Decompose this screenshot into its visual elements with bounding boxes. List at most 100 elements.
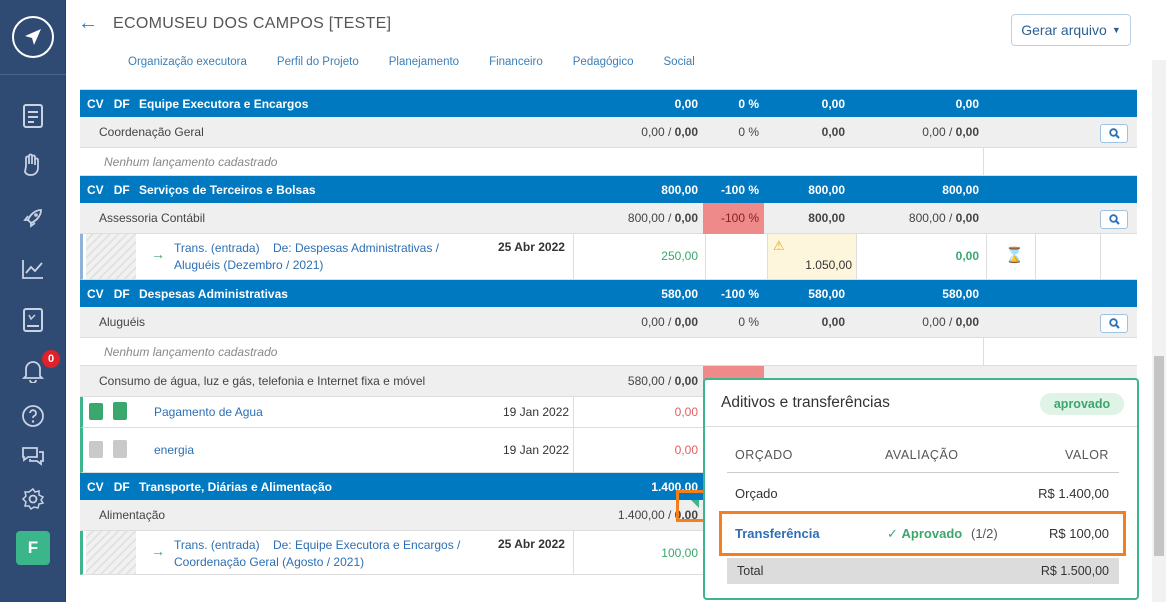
approval-count: (1/2)	[971, 526, 998, 541]
generate-file-button[interactable]: Gerar arquivo ▼	[1011, 14, 1131, 46]
group-cvdf: CV DF	[87, 97, 130, 111]
chat-icon[interactable]	[18, 441, 48, 471]
subgroup-row: Aluguéis 0,00 / 0,00 0 % 0,00 0,00 / 0,0…	[80, 307, 1137, 338]
entry-name[interactable]: energia	[154, 443, 195, 457]
group-name: Serviços de Terceiros e Bolsas	[139, 183, 316, 197]
receipt-icon[interactable]	[89, 441, 103, 458]
search-button[interactable]	[1100, 210, 1128, 229]
warning-cell: ⚠ 1.050,00	[767, 234, 856, 279]
group-name: Despesas Administrativas	[139, 287, 288, 301]
receipt-icon[interactable]	[89, 403, 103, 420]
negative-cell	[703, 203, 764, 234]
help-icon[interactable]	[18, 401, 48, 431]
warning-value: 1.050,00	[805, 258, 852, 272]
group-row[interactable]: CV DF Serviços de Terceiros e Bolsas 800…	[80, 176, 1137, 203]
search-button[interactable]	[1100, 124, 1128, 143]
subgroup-value: 1.400,00 / 0,00	[617, 508, 698, 522]
subgroup-value: 0,00 / 0,00	[641, 125, 698, 139]
tab-pedagogico[interactable]: Pedagógico	[572, 56, 634, 68]
entry-description[interactable]: Trans. (entrada) De: Equipe Executora e …	[174, 538, 461, 569]
entry-date: 25 Abr 2022	[498, 240, 565, 254]
subgroup-value: 580,00 / 0,00	[627, 374, 698, 388]
document-icon[interactable]	[18, 101, 48, 131]
group-value: 580,00	[661, 287, 698, 301]
subgroup-value: 0,00 / 0,00	[641, 315, 698, 329]
caret-down-icon: ▼	[1111, 25, 1121, 35]
hourglass-icon[interactable]: ⌛	[1005, 247, 1024, 264]
invoice-icon[interactable]	[113, 440, 127, 458]
tab-financeiro[interactable]: Financeiro	[489, 56, 543, 68]
subgroup-percent: 0 %	[738, 315, 759, 329]
entry-value: 0,00	[674, 405, 698, 419]
subgroup-name: Consumo de água, luz e gás, telefonia e …	[99, 374, 426, 388]
hatch-cell	[86, 234, 136, 279]
entry-row[interactable]: → Trans. (entrada) De: Despesas Administ…	[80, 234, 1137, 280]
subgroup-row: Assessoria Contábil 800,00 / 0,00 -100 %…	[80, 203, 1137, 234]
entry-name[interactable]: Pagamento de Agua	[154, 405, 263, 419]
entry-final-value: 0,00	[955, 249, 979, 263]
gear-icon[interactable]	[18, 484, 48, 514]
subgroup-value: 0,00	[821, 315, 845, 329]
user-avatar[interactable]: F	[16, 531, 50, 565]
group-percent: -100 %	[720, 287, 759, 301]
hand-heart-icon[interactable]	[18, 150, 48, 180]
sidebar: 0 F	[0, 0, 66, 602]
scroll-thumb[interactable]	[1154, 356, 1164, 556]
subgroup-name: Aluguéis	[99, 315, 146, 329]
budget-table: CV DF Equipe Executora e Encargos 0,00 0…	[80, 74, 1137, 575]
empty-row: Nenhum lançamento cadastrado	[80, 338, 1137, 366]
row-label: Orçado	[735, 486, 778, 501]
transfer-link[interactable]: Transferência	[735, 526, 820, 541]
group-row[interactable]: CV DF Despesas Administrativas 580,00 -1…	[80, 280, 1137, 307]
group-value: 580,00	[942, 287, 979, 301]
row-value: R$ 100,00	[1049, 526, 1109, 541]
notebook-icon[interactable]	[18, 305, 48, 335]
entry-value: 0,00	[674, 443, 698, 457]
app-logo-icon[interactable]	[12, 16, 54, 58]
search-button[interactable]	[1100, 314, 1128, 333]
chart-line-icon[interactable]	[18, 254, 48, 284]
search-icon	[1108, 318, 1120, 329]
total-value: R$ 1.500,00	[1040, 564, 1109, 578]
search-icon	[1108, 128, 1120, 139]
group-value: 0,00	[674, 97, 698, 111]
tab-organizacao[interactable]: Organização executora	[128, 56, 247, 68]
header-divider	[727, 472, 1119, 473]
subgroup-row: Consumo de água, luz e gás, telefonia e …	[80, 366, 1137, 397]
back-arrow-icon[interactable]: ←	[78, 12, 98, 34]
highlight-box	[719, 511, 1126, 556]
group-cvdf: CV DF	[87, 287, 130, 301]
generate-file-label: Gerar arquivo	[1021, 22, 1107, 38]
column-header-valor: VALOR	[1065, 448, 1109, 462]
group-cvdf: CV DF	[87, 183, 130, 197]
group-row[interactable]: CV DF Equipe Executora e Encargos 0,00 0…	[80, 90, 1137, 117]
check-circle-icon: ✓	[887, 526, 898, 541]
popover-divider	[705, 426, 1137, 427]
tab-perfil[interactable]: Perfil do Projeto	[276, 56, 359, 68]
bell-icon[interactable]	[18, 356, 48, 386]
table-header-stub	[80, 74, 1137, 90]
tab-planejamento[interactable]: Planejamento	[388, 56, 460, 68]
column-header-orcado: ORÇADO	[735, 448, 793, 462]
rocket-icon[interactable]	[18, 203, 48, 233]
corner-marker-icon[interactable]	[691, 500, 699, 508]
subgroup-value: 0,00	[821, 125, 845, 139]
row-value: R$ 1.400,00	[1038, 486, 1109, 501]
hatch-cell	[86, 531, 136, 574]
group-value: 800,00	[808, 183, 845, 197]
group-percent: -100 %	[720, 183, 759, 197]
arrow-right-icon: →	[151, 543, 165, 559]
tab-social[interactable]: Social	[663, 56, 695, 68]
entry-value: 250,00	[661, 249, 698, 263]
entry-description[interactable]: Trans. (entrada) De: Despesas Administra…	[174, 241, 440, 272]
scrollbar[interactable]	[1152, 60, 1166, 602]
search-icon	[1108, 214, 1120, 225]
group-value: 0,00	[955, 97, 979, 111]
subgroup-value: 800,00	[808, 211, 845, 225]
amendments-popover: Aditivos e transferências aprovado ORÇAD…	[703, 378, 1139, 600]
total-row: Total R$ 1.500,00	[727, 558, 1119, 584]
arrow-right-icon: →	[151, 246, 165, 262]
subgroup-percent: 0 %	[738, 125, 759, 139]
invoice-icon[interactable]	[113, 402, 127, 420]
entry-date: 19 Jan 2022	[503, 443, 570, 457]
